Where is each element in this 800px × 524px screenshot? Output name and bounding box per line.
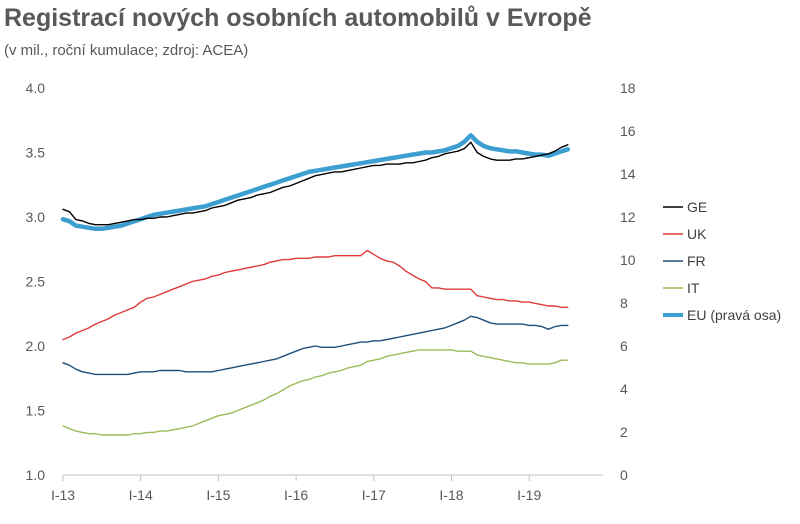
y-left-tick-label: 1.5 (26, 403, 46, 419)
y-right-tick-label: 2 (620, 424, 628, 440)
series-line-eu (60, 133, 571, 232)
series-line-it (62, 349, 569, 436)
x-tick-label: I-14 (129, 487, 153, 503)
y-right-tick-label: 0 (620, 467, 628, 483)
legend-label-it: IT (687, 280, 700, 296)
legend-label-fr: FR (687, 253, 706, 269)
series-line-uk (62, 249, 569, 341)
x-tick-label: I-18 (439, 487, 463, 503)
series-line-ge (62, 141, 569, 226)
y-right-tick-label: 8 (620, 295, 628, 311)
y-left-tick-label: 3.5 (26, 145, 46, 161)
legend-label-eu: EU (pravá osa) (687, 307, 781, 323)
y-right-tick-label: 18 (620, 80, 636, 96)
x-tick-label: I-13 (51, 487, 75, 503)
y-right-tick-label: 14 (620, 166, 636, 182)
chart-subtitle: (v mil., roční kumulace; zdroj: ACEA) (4, 42, 249, 59)
y-left-tick-label: 3.0 (26, 209, 46, 225)
y-right-tick-label: 4 (620, 381, 628, 397)
y-right-tick-label: 6 (620, 338, 628, 354)
x-tick-label: I-15 (206, 487, 230, 503)
legend-label-uk: UK (687, 226, 707, 242)
x-tick-label: I-17 (362, 487, 386, 503)
y-left-tick-label: 2.0 (26, 338, 46, 354)
legend-label-ge: GE (687, 199, 707, 215)
y-left-tick-label: 4.0 (26, 80, 46, 96)
y-left-tick-label: 2.5 (26, 274, 46, 290)
y-left-tick-label: 1.0 (26, 467, 46, 483)
y-right-tick-label: 12 (620, 209, 636, 225)
chart-title: Registrací nových osobních automobilů v … (4, 4, 592, 32)
y-right-tick-label: 16 (620, 123, 636, 139)
x-tick-label: I-19 (517, 487, 541, 503)
x-tick-label: I-16 (284, 487, 308, 503)
y-right-tick-label: 10 (620, 252, 636, 268)
series-line-fr (62, 315, 569, 376)
